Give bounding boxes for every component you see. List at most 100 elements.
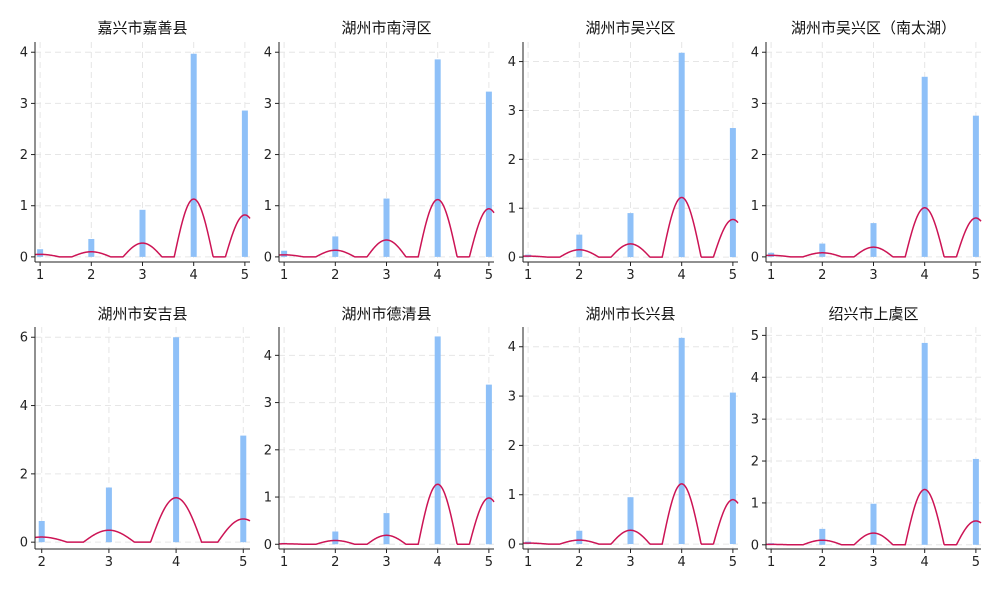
y-tick-label: 2 — [20, 467, 28, 482]
x-tick-label: 3 — [105, 555, 113, 570]
y-tick-label: 0 — [264, 250, 272, 265]
bar-4 — [678, 52, 685, 258]
bar-5 — [972, 458, 979, 545]
bar-5 — [972, 115, 979, 257]
y-tick-label: 2 — [508, 439, 516, 454]
y-tick-label: 1 — [508, 488, 516, 503]
x-tick-label: 2 — [575, 555, 583, 570]
bar-4 — [678, 337, 685, 545]
bar-4 — [921, 342, 928, 545]
x-tick-label: 3 — [626, 268, 634, 283]
panel-title: 湖州市吴兴区 — [585, 19, 675, 37]
x-tick-label: 2 — [87, 268, 95, 283]
bar-2 — [576, 530, 583, 545]
bar-5 — [241, 110, 248, 257]
y-tick-label: 4 — [20, 46, 28, 61]
bar-3 — [627, 213, 634, 258]
bar-2 — [88, 238, 95, 257]
x-tick-label: 4 — [921, 555, 929, 570]
x-tick-label: 5 — [241, 268, 249, 283]
density-curve — [765, 207, 982, 258]
bar-3 — [139, 209, 146, 257]
panel-title: 嘉兴市嘉善县 — [97, 19, 187, 37]
bar-3 — [383, 513, 390, 545]
y-tick-label: 2 — [751, 455, 759, 470]
y-tick-label: 4 — [508, 340, 516, 355]
x-tick-label: 5 — [972, 268, 980, 283]
y-tick-label: 0 — [20, 536, 28, 551]
x-tick-label: 3 — [869, 268, 877, 283]
y-tick-label: 6 — [20, 331, 28, 346]
panel-title: 绍兴市上虞区 — [828, 305, 918, 323]
y-tick-label: 3 — [751, 97, 759, 112]
bar-4 — [173, 337, 180, 543]
y-tick-label: 2 — [20, 148, 28, 163]
bar-5 — [485, 91, 492, 257]
x-tick-label: 4 — [921, 268, 929, 283]
x-tick-label: 2 — [331, 555, 339, 570]
x-tick-label: 4 — [190, 268, 198, 283]
density-curve — [34, 198, 251, 258]
y-tick-label: 0 — [264, 538, 272, 553]
density-curve — [765, 488, 982, 546]
y-tick-label: 3 — [508, 390, 516, 405]
density-curve — [278, 198, 495, 258]
bar-3 — [105, 487, 112, 543]
y-tick-label: 0 — [508, 251, 516, 266]
y-tick-label: 5 — [751, 329, 759, 344]
bar-3 — [870, 223, 877, 257]
x-tick-label: 5 — [972, 555, 980, 570]
y-tick-label: 2 — [264, 443, 272, 458]
y-tick-label: 0 — [20, 250, 28, 265]
y-tick-label: 0 — [751, 250, 759, 265]
x-tick-label: 4 — [678, 268, 686, 283]
x-tick-label: 1 — [524, 555, 532, 570]
y-tick-label: 3 — [20, 97, 28, 112]
bar-2 — [38, 520, 45, 543]
x-tick-label: 5 — [729, 555, 737, 570]
bar-5 — [485, 384, 492, 545]
y-tick-label: 3 — [264, 97, 272, 112]
x-tick-label: 4 — [434, 555, 442, 570]
bar-5 — [729, 392, 736, 545]
y-tick-label: 1 — [264, 491, 272, 506]
density-curve — [522, 483, 739, 545]
y-tick-label: 4 — [508, 55, 516, 70]
y-tick-label: 2 — [264, 148, 272, 163]
x-tick-label: 3 — [626, 555, 634, 570]
y-tick-label: 4 — [264, 46, 272, 61]
panel-title: 湖州市安吉县 — [97, 305, 187, 323]
bar-4 — [434, 336, 441, 545]
x-tick-label: 3 — [869, 555, 877, 570]
y-tick-label: 0 — [751, 538, 759, 553]
y-tick-label: 4 — [751, 371, 759, 386]
density-curve — [522, 196, 739, 258]
panel-title: 湖州市南浔区 — [341, 19, 431, 37]
x-tick-label: 5 — [485, 555, 493, 570]
x-tick-label: 1 — [767, 268, 775, 283]
bar-3 — [383, 198, 390, 257]
x-tick-label: 1 — [767, 555, 775, 570]
y-tick-label: 4 — [264, 349, 272, 364]
bar-4 — [434, 59, 441, 257]
y-tick-label: 3 — [751, 413, 759, 428]
y-tick-label: 3 — [508, 104, 516, 119]
bar-3 — [870, 503, 877, 545]
x-tick-label: 2 — [818, 268, 826, 283]
x-tick-label: 4 — [172, 555, 180, 570]
y-tick-label: 1 — [264, 199, 272, 214]
x-tick-label: 5 — [239, 555, 247, 570]
density-curve — [34, 497, 251, 543]
x-tick-label: 2 — [818, 555, 826, 570]
x-tick-label: 4 — [678, 555, 686, 570]
bar-4 — [190, 53, 197, 257]
x-tick-label: 4 — [434, 268, 442, 283]
x-tick-label: 3 — [382, 555, 390, 570]
